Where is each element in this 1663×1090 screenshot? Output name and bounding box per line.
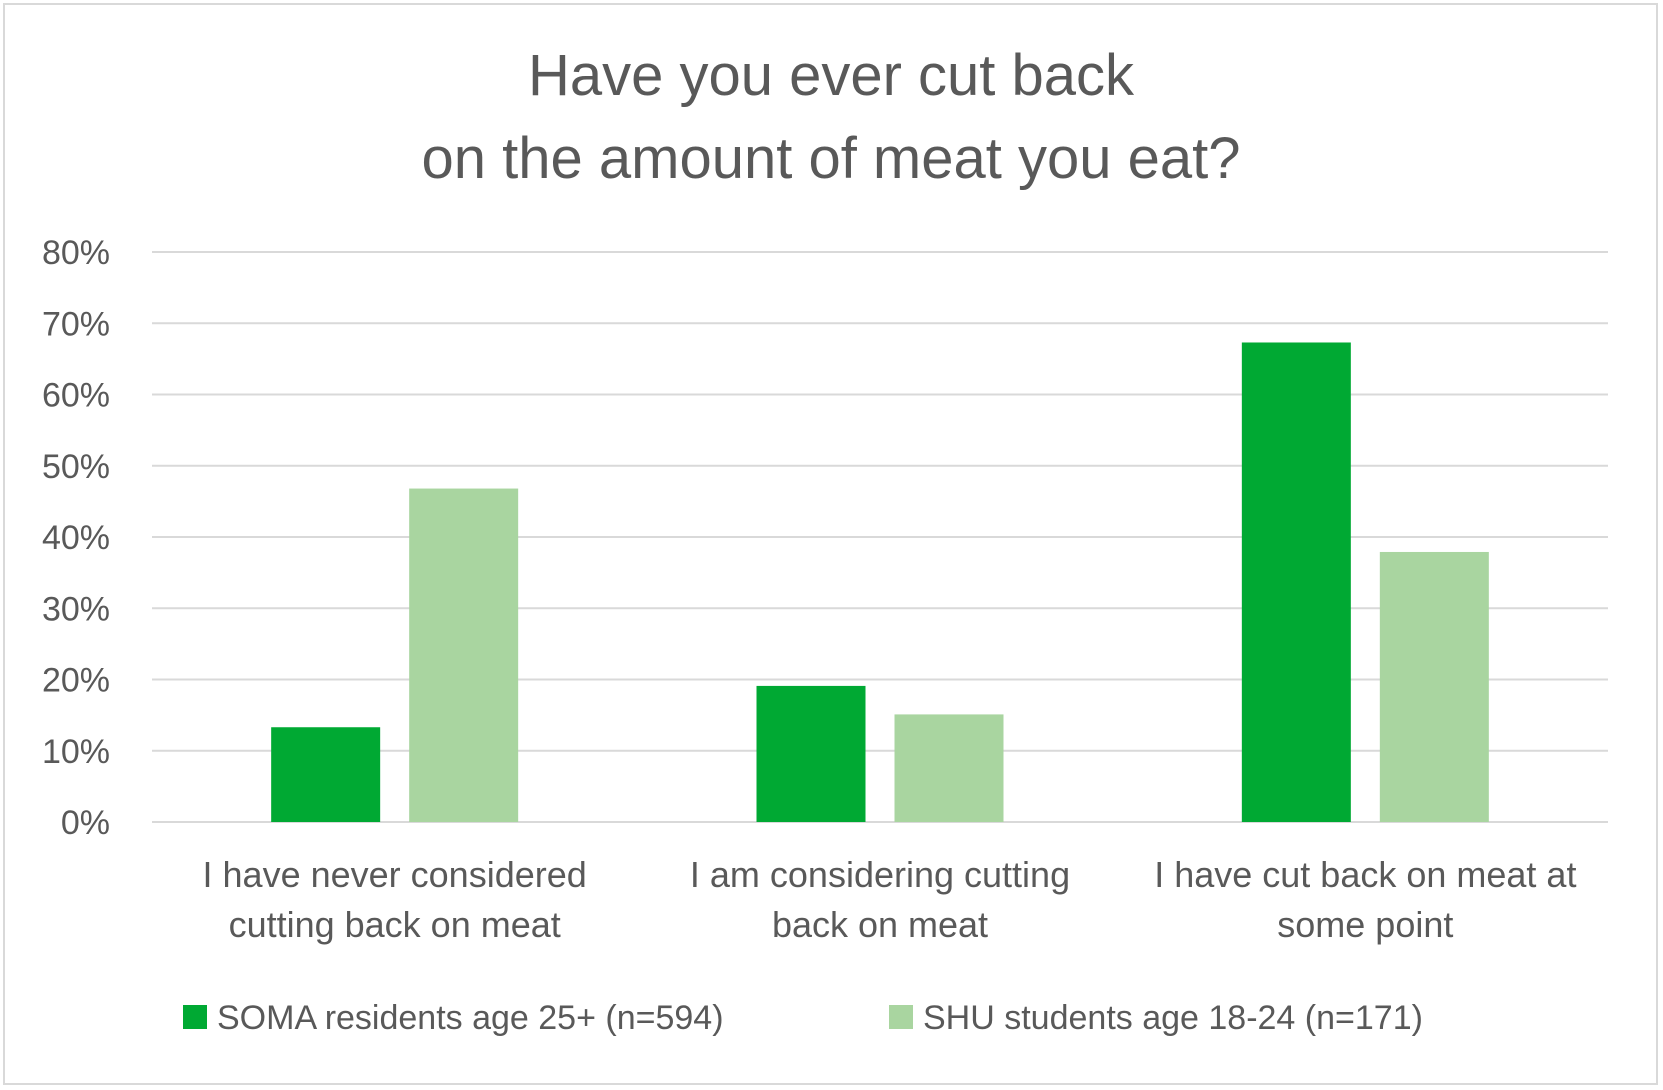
y-axis-tick-labels: 0% 10% 20% 30% 40% 50% 60% 70% 80% [42,234,110,842]
category-label: cutting back on meat [229,904,561,945]
y-tick-label: 30% [42,590,110,628]
category-label: some point [1277,904,1453,945]
bar-shu-3 [1379,551,1489,822]
y-tick-label: 0% [61,804,110,842]
bar-soma-1 [271,727,381,822]
category-label: I am considering cutting [690,854,1070,895]
y-tick-label: 20% [42,662,110,700]
legend: SOMA residents age 25+ (n=594) SHU studen… [183,999,1423,1037]
chart-title-line-2: on the amount of meat you eat? [422,126,1241,191]
bar-soma-2 [756,685,866,822]
legend-swatch [183,1005,207,1029]
legend-swatch [889,1005,913,1029]
y-tick-label: 80% [42,234,110,272]
legend-label: SHU students age 18-24 (n=171) [923,999,1423,1037]
category-label: back on meat [772,904,988,945]
bar-shu-1 [409,488,519,822]
x-axis-category-labels: I have never considered cutting back on m… [203,854,1577,945]
gridlines [152,251,1608,823]
y-tick-label: 70% [42,305,110,343]
y-tick-label: 60% [42,377,110,415]
bar-shu-2 [894,714,1004,822]
bar-soma-3 [1241,342,1351,822]
bars [271,342,1489,822]
category-label: I have never considered [203,854,587,895]
category-label: I have cut back on meat at [1154,854,1576,895]
legend-label: SOMA residents age 25+ (n=594) [217,999,724,1037]
y-tick-label: 50% [42,448,110,486]
chart-title-line-1: Have you ever cut back [528,43,1135,108]
y-tick-label: 10% [42,733,110,771]
chart-frame [3,3,1658,1085]
y-tick-label: 40% [42,519,110,557]
